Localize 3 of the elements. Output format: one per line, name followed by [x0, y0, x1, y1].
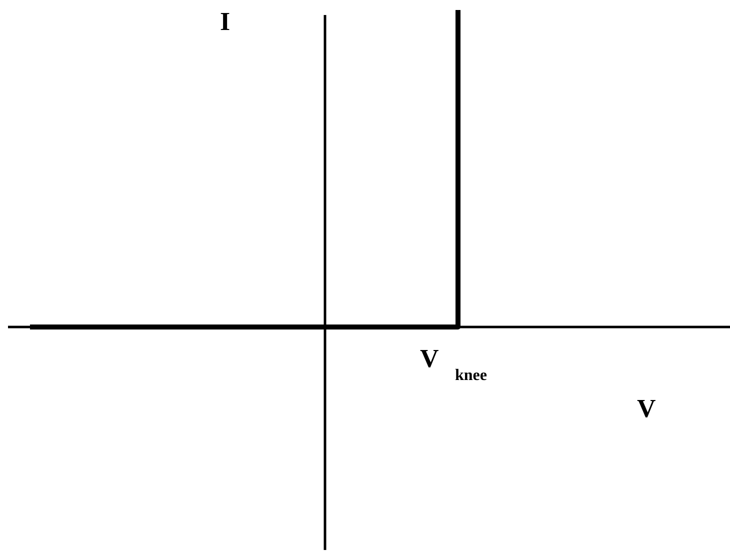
y-axis-title: I [220, 7, 230, 36]
text: Vknee [420, 344, 487, 384]
x-axis-title: V [637, 394, 656, 423]
